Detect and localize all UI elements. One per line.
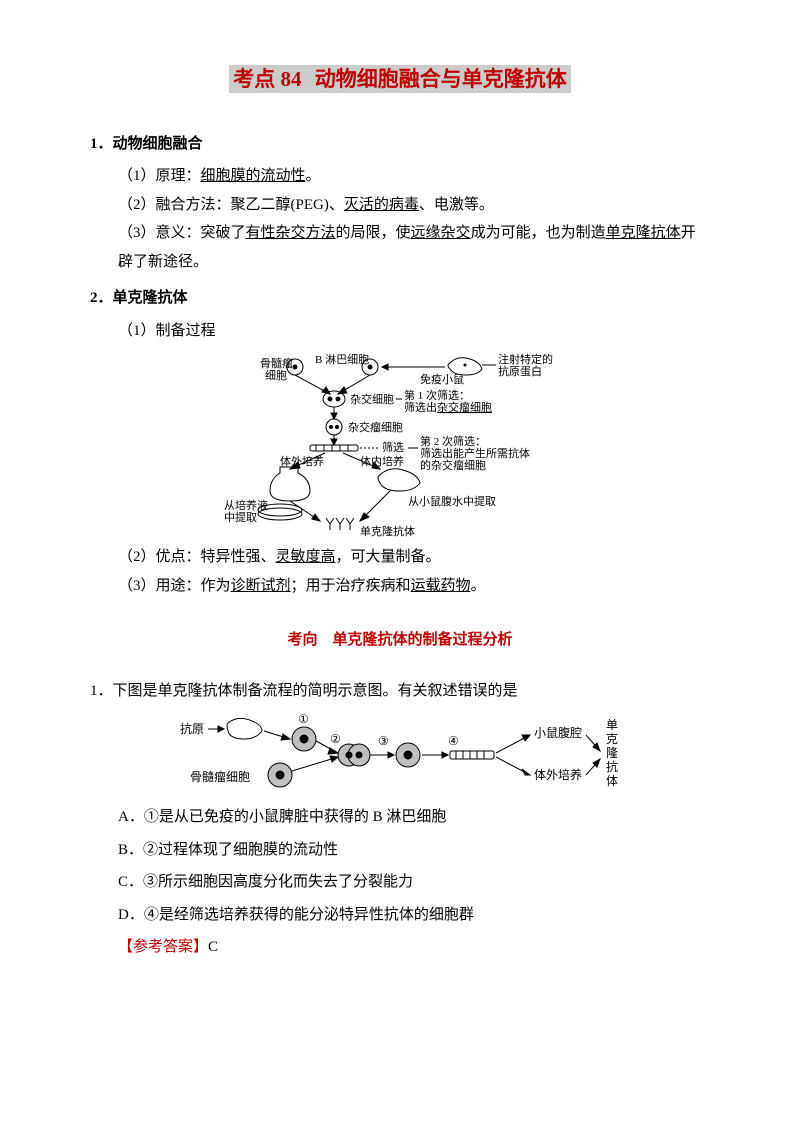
- diagram-q1: 抗原 ① 骨髓瘤细胞 ②: [170, 709, 630, 799]
- s2-l2u: 灵敏度高: [276, 549, 336, 565]
- svg-text:①: ①: [298, 712, 309, 726]
- svg-text:④: ④: [448, 734, 459, 748]
- s2-l3b: ；用于治疗疾病和: [291, 578, 411, 594]
- svg-text:②: ②: [330, 732, 341, 746]
- svg-text:免疫小鼠: 免疫小鼠: [420, 372, 464, 386]
- svg-text:克: 克: [606, 732, 618, 746]
- page-title: 考点 84 动物细胞融合与单克隆抗体: [90, 60, 710, 100]
- svg-text:抗原: 抗原: [180, 721, 204, 736]
- q1-optA: A．①是从已免疫的小鼠脾脏中获得的 B 淋巴细胞: [90, 803, 710, 832]
- svg-text:杂交瘤细胞: 杂交瘤细胞: [348, 420, 403, 434]
- s2-l2a: （2）优点：特异性强、: [118, 549, 276, 565]
- svg-text:杂交细胞: 杂交细胞: [350, 392, 394, 406]
- s2-line1: （1）制备过程: [90, 317, 710, 346]
- q1-optB: B．②过程体现了细胞膜的流动性: [90, 836, 710, 865]
- svg-text:细胞: 细胞: [265, 369, 287, 382]
- s1-l2a: （2）融合方法：聚乙二醇(PEG)、: [118, 197, 344, 213]
- diagram-preparation: 骨髓瘤 细胞 B 淋巴细胞 免疫小鼠 注射特定的 抗原蛋白 杂交细胞 第 1 次…: [220, 349, 580, 539]
- svg-text:筛选: 筛选: [382, 440, 404, 454]
- svg-text:从培养液: 从培养液: [224, 498, 268, 512]
- s2-l3u1: 诊断试剂: [231, 578, 291, 594]
- svg-text:体外培养: 体外培养: [534, 767, 582, 782]
- svg-text:小鼠腹腔: 小鼠腹腔: [534, 725, 582, 740]
- svg-text:骨髓瘤: 骨髓瘤: [260, 356, 293, 370]
- s1-l2b: 、电激等。: [419, 197, 494, 213]
- svg-text:注射特定的: 注射特定的: [498, 352, 553, 366]
- q1-answer: 【参考答案】C: [90, 933, 710, 962]
- title-kaodian: 考点 84: [229, 65, 305, 93]
- q1-stem: 1．下图是单克隆抗体制备流程的简明示意图。有关叙述错误的是: [90, 677, 710, 706]
- svg-text:B 淋巴细胞: B 淋巴细胞: [315, 353, 369, 366]
- section1-head: 1．动物细胞融合: [90, 130, 710, 159]
- s2-l3c: 。: [471, 578, 486, 594]
- s2-l2b: ，可大量制备。: [336, 549, 441, 565]
- svg-text:抗: 抗: [606, 759, 618, 774]
- svg-text:从小鼠腹水中提取: 从小鼠腹水中提取: [408, 494, 496, 508]
- svg-text:体内培养: 体内培养: [360, 454, 404, 468]
- svg-text:单克隆抗体: 单克隆抗体: [360, 524, 415, 538]
- kaoxiang-head: 考向 单克隆抗体的制备过程分析: [90, 626, 710, 655]
- svg-text:③: ③: [378, 734, 389, 748]
- s2-line3: （3）用途：作为诊断试剂；用于治疗疾病和运载药物。: [90, 572, 710, 601]
- question-1: 1．下图是单克隆抗体制备流程的简明示意图。有关叙述错误的是 抗原 ① 骨髓瘤细胞…: [90, 677, 710, 962]
- s1-line3: （3）意义：突破了有性杂交方法的局限，使远缘杂交成为可能，也为制造单克隆抗体开辟…: [90, 219, 710, 276]
- svg-text:体外培养: 体外培养: [280, 454, 324, 468]
- title-text: 动物细胞融合与单克隆抗体: [306, 65, 571, 93]
- answer-label: 【参考答案】: [118, 939, 208, 955]
- s1-l1u: 细胞膜的流动性: [201, 168, 306, 184]
- s1-line2: （2）融合方法：聚乙二醇(PEG)、灭活的病毒、电激等。: [90, 191, 710, 220]
- svg-text:第 1 次筛选：: 第 1 次筛选：: [404, 388, 470, 402]
- answer-value: C: [208, 939, 218, 955]
- s1-l3c: 成为可能，也为制造: [471, 225, 606, 241]
- svg-text:抗原蛋白: 抗原蛋白: [498, 364, 542, 378]
- s1-l1b: 。: [306, 168, 321, 184]
- svg-text:单: 单: [606, 718, 618, 732]
- svg-text:骨髓瘤细胞: 骨髓瘤细胞: [190, 769, 250, 784]
- s2-l3u2: 运载药物: [411, 578, 471, 594]
- svg-text:隆: 隆: [606, 745, 618, 760]
- section2-head: 2．单克隆抗体: [90, 284, 710, 313]
- s1-l3u3: 单克隆抗体: [606, 225, 681, 241]
- s2-l3a: （3）用途：作为: [118, 578, 231, 594]
- s1-l3u1: 有性杂交方法: [246, 225, 336, 241]
- s1-l1a: （1）原理：: [118, 168, 201, 184]
- s1-l3u2: 远缘杂交: [411, 225, 471, 241]
- s1-l3a: （3）意义：突破了: [118, 225, 246, 241]
- svg-text:中提取: 中提取: [224, 511, 257, 524]
- s2-line2: （2）优点：特异性强、灵敏度高，可大量制备。: [90, 543, 710, 572]
- s1-l3b: 的局限，使: [336, 225, 411, 241]
- s1-l2u: 灭活的病毒: [344, 197, 419, 213]
- svg-text:的杂交瘤细胞: 的杂交瘤细胞: [420, 458, 486, 472]
- svg-text:筛选出能产生所需抗体: 筛选出能产生所需抗体: [420, 446, 530, 460]
- svg-text:筛选出杂交瘤细胞: 筛选出杂交瘤细胞: [404, 400, 492, 414]
- svg-text:体: 体: [606, 774, 618, 788]
- q1-optD: D．④是经筛选培养获得的能分泌特异性抗体的细胞群: [90, 901, 710, 930]
- q1-optC: C．③所示细胞因高度分化而失去了分裂能力: [90, 868, 710, 897]
- s1-line1: （1）原理：细胞膜的流动性。: [90, 162, 710, 191]
- svg-text:第 2 次筛选：: 第 2 次筛选：: [420, 434, 486, 448]
